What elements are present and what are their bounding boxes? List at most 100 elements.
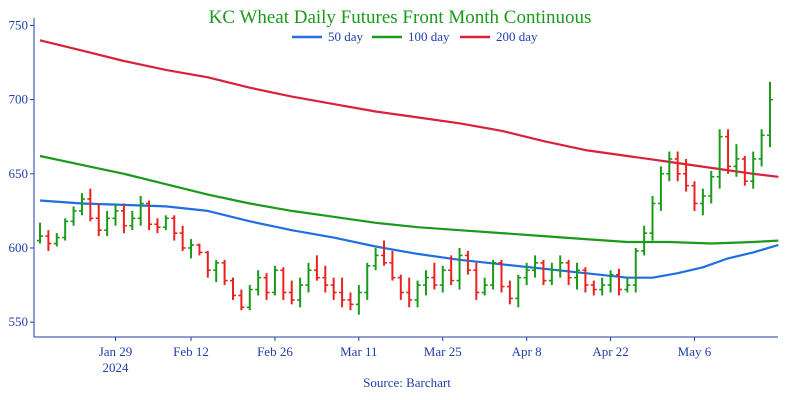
- ohlc-bar: [473, 262, 480, 300]
- ohlc-bar: [87, 188, 94, 222]
- ohlc-bar: [683, 158, 690, 192]
- ohlc-bar: [146, 200, 153, 231]
- legend-label-100-day: 100 day: [408, 29, 450, 44]
- legend-item-100-day: 100 day: [372, 29, 450, 44]
- ohlc-bar: [431, 262, 438, 290]
- y-tick-label: 550: [9, 314, 29, 329]
- ohlc-bar: [691, 181, 698, 211]
- ohlc-bar: [188, 239, 195, 259]
- ohlc-bar: [490, 259, 497, 290]
- legend-label-50-day: 50 day: [328, 29, 364, 44]
- ohlc-bar: [590, 280, 597, 296]
- ohlc-bar: [339, 277, 346, 308]
- x-tick-label: Apr 8: [512, 344, 542, 359]
- sma-100-line: [39, 154, 779, 245]
- ohlc-bar: [129, 210, 136, 231]
- ohlc-bar: [607, 270, 614, 293]
- ohlc-bar: [78, 193, 85, 216]
- ohlc-bar: [162, 215, 169, 231]
- y-tick-label: 750: [9, 17, 29, 32]
- ohlc-bar: [733, 144, 740, 177]
- ohlc-bar: [574, 262, 581, 290]
- legend-label-200-day: 200 day: [496, 29, 538, 44]
- ohlc-bar: [112, 203, 119, 226]
- ohlc-bar: [95, 203, 102, 237]
- ohlc-bar: [565, 259, 572, 286]
- ohlc-bar: [506, 280, 513, 305]
- ohlc-bar: [364, 262, 371, 300]
- ohlc-bar: [548, 262, 555, 286]
- x-tick-year-label: 2024: [103, 360, 130, 375]
- ohlc-bar: [221, 259, 228, 286]
- ohlc-bar: [641, 225, 648, 256]
- ohlc-bar: [498, 259, 505, 293]
- ohlc-bar: [154, 218, 161, 234]
- ohlc-bar: [540, 259, 547, 286]
- ohlc-bar: [271, 265, 278, 296]
- price-bars: [37, 81, 773, 315]
- ohlc-bar: [137, 196, 144, 226]
- ohlc-bar: [280, 267, 287, 300]
- ohlc-bar: [674, 151, 681, 182]
- ohlc-bar: [238, 289, 245, 311]
- ohlc-bar: [632, 247, 639, 293]
- x-tick-label: Apr 22: [592, 344, 628, 359]
- ohlc-bar: [448, 255, 455, 286]
- ohlc-bar: [397, 274, 404, 300]
- ohlc-bar: [179, 225, 186, 251]
- ohlc-bar: [515, 274, 522, 308]
- ohlc-bar: [456, 247, 463, 290]
- ohlc-bar: [263, 273, 270, 300]
- ohlc-bar: [381, 240, 388, 266]
- ohlc-bar: [246, 285, 253, 311]
- ohlc-bar: [666, 151, 673, 182]
- x-tick-label: Jan 29: [99, 344, 133, 359]
- ohlc-bar: [347, 292, 354, 311]
- ohlc-bar: [582, 267, 589, 293]
- ohlc-bar: [196, 243, 203, 256]
- ohlc-bar: [750, 151, 757, 189]
- legend-item-200-day: 200 day: [460, 29, 538, 44]
- ohlc-bar: [716, 129, 723, 189]
- ohlc-bar: [389, 250, 396, 281]
- ohlc-bar: [37, 222, 43, 244]
- y-ticks: 550 600 650 700 750: [9, 17, 34, 329]
- ohlc-bar: [439, 265, 446, 293]
- x-tick-label: May 6: [678, 344, 712, 359]
- ohlc-bar: [657, 166, 664, 211]
- ohlc-bar: [171, 215, 178, 241]
- ohlc-bar: [288, 280, 295, 305]
- ohlc-bar: [464, 250, 471, 275]
- ohlc-bar: [104, 210, 111, 237]
- ohlc-bar: [213, 259, 220, 283]
- ohlc-bar: [523, 262, 530, 286]
- ohlc-bar: [741, 155, 748, 186]
- ohlc-bar: [120, 203, 127, 234]
- ohlc-bar: [414, 280, 421, 308]
- ohlc-bar: [305, 262, 312, 293]
- ohlc-bar: [255, 270, 262, 296]
- ohlc-bar: [624, 277, 631, 293]
- ohlc-bar: [767, 81, 773, 148]
- ohlc-bar: [725, 129, 732, 174]
- x-tick-label: Mar 11: [340, 344, 377, 359]
- x-tick-label: Feb 26: [257, 344, 293, 359]
- ohlc-bar: [699, 188, 706, 216]
- y-tick-label: 650: [9, 166, 29, 181]
- ohlc-bar: [557, 255, 564, 278]
- ohlc-bar: [330, 277, 337, 300]
- ohlc-bar: [481, 277, 488, 296]
- ohlc-bar: [322, 265, 329, 293]
- ohlc-bar: [62, 218, 69, 241]
- ohlc-bar: [204, 250, 211, 278]
- ohlc-bar: [615, 268, 622, 296]
- ohlc-bar: [708, 170, 715, 204]
- ohlc-bar: [297, 277, 304, 308]
- x-tick-label: Mar 25: [424, 344, 462, 359]
- ohlc-bar: [372, 247, 379, 271]
- ohlc-bar: [532, 255, 539, 278]
- ohlc-bar: [229, 277, 236, 300]
